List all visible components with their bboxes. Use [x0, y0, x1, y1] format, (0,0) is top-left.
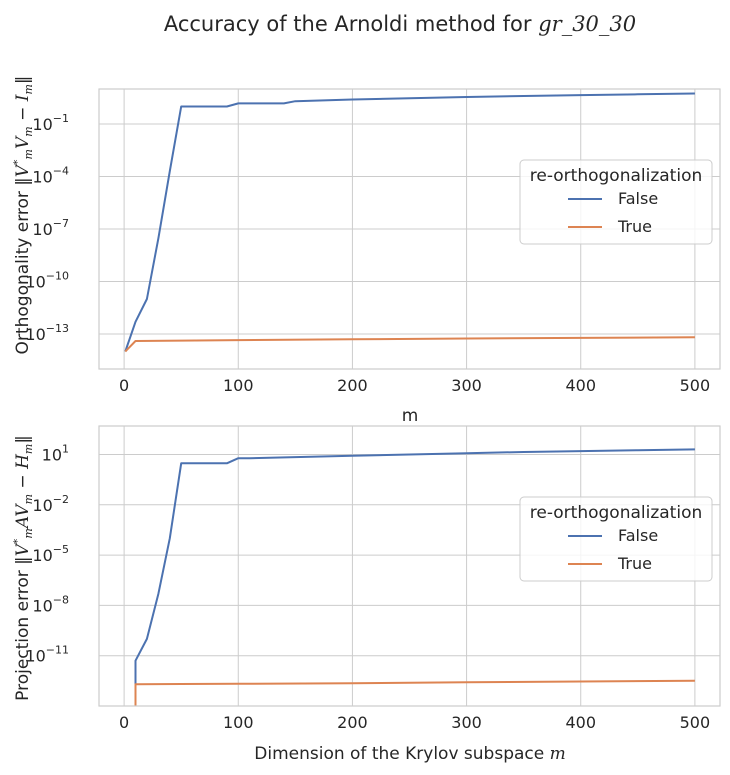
series-line-false — [124, 92, 695, 352]
series-line-false — [134, 448, 695, 706]
legend: re-orthogonalization False True — [519, 159, 713, 245]
x-tick-label: 400 — [565, 376, 596, 395]
x-tick-label: 0 — [119, 713, 129, 732]
legend-box — [519, 159, 713, 245]
y-tick-label: 10−10 — [25, 270, 69, 292]
x-tick-label: 100 — [223, 376, 254, 395]
y-tick-label: 10−2 — [32, 493, 69, 515]
projection-error-chart: 0 100 200 300 400 500 101 10−2 10−5 10−8 10−11 re-o… — [25, 425, 721, 732]
plot-frame — [98, 88, 721, 370]
x-tick-label: 0 — [119, 376, 129, 395]
x-tick-label: 300 — [451, 713, 482, 732]
bottom-x-axis-label: Dimension of the Krylov subspace m — [254, 744, 565, 764]
x-tick-label: 500 — [680, 376, 711, 395]
plot-frame — [98, 425, 721, 707]
legend-title: re-orthogonalization — [530, 166, 703, 186]
legend-box — [519, 496, 713, 582]
legend-title: re-orthogonalization — [530, 503, 703, 523]
legend-label-true: True — [617, 554, 652, 573]
top-y-axis-label: Orthogonality error ‖V*mVm − Im‖ — [11, 76, 35, 355]
legend-label-false: False — [618, 189, 658, 208]
y-tick-label: 10−8 — [32, 593, 69, 615]
series-line-true — [134, 679, 695, 706]
y-tick-label: 10−5 — [32, 543, 69, 565]
series-line-true — [124, 336, 695, 353]
x-tick-label: 300 — [451, 376, 482, 395]
x-tick-label: 100 — [223, 713, 254, 732]
legend: re-orthogonalization False True — [519, 496, 713, 582]
y-tick-label: 10−4 — [32, 165, 69, 187]
figure-title: Accuracy of the Arnoldi method for gr_30… — [164, 12, 636, 36]
x-tick-label: 200 — [337, 376, 368, 395]
y-tick-label: 10−11 — [25, 644, 69, 666]
legend-label-true: True — [617, 217, 652, 236]
bottom-y-axis-label: Projection error ‖V*mAVm − Hm‖ — [11, 435, 35, 701]
y-tick-label: 10−13 — [25, 322, 69, 344]
x-tick-label: 500 — [680, 713, 711, 732]
y-tick-label: 10−1 — [32, 112, 69, 134]
y-tick-label: 10−7 — [32, 217, 69, 239]
top-x-axis-label: m — [402, 406, 419, 426]
x-tick-label: 200 — [337, 713, 368, 732]
orthogonality-error-chart: 0 100 200 300 400 500 10−1 10−4 10−7 10−10 10−13 re… — [25, 88, 721, 395]
x-tick-label: 400 — [565, 713, 596, 732]
legend-label-false: False — [618, 526, 658, 545]
y-tick-label: 101 — [42, 442, 69, 464]
